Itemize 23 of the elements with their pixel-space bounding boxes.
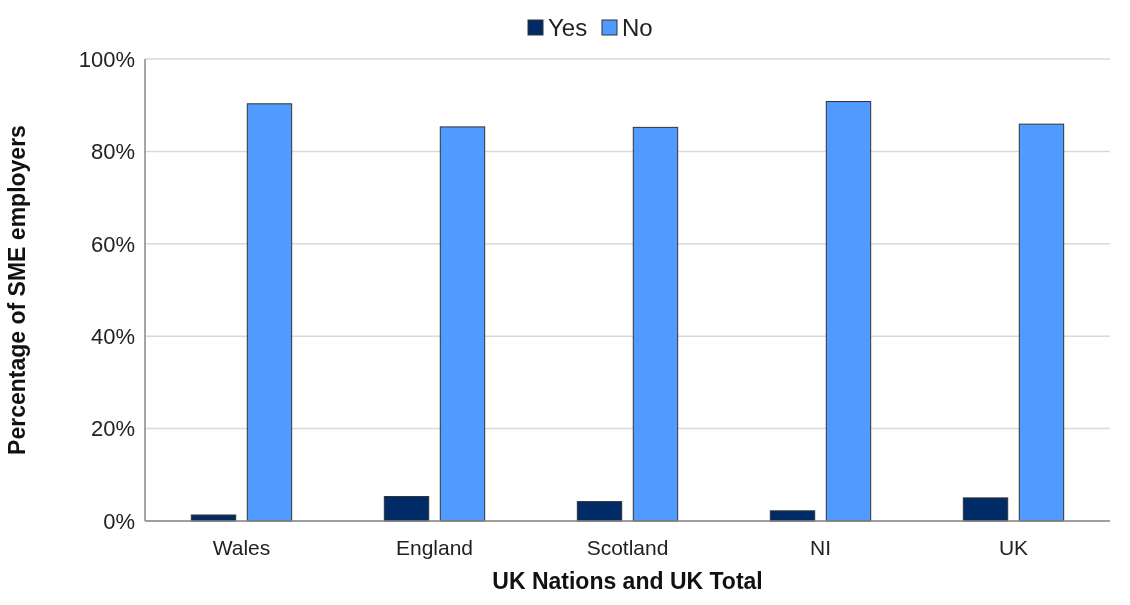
y-tick-label: 0% xyxy=(103,508,135,534)
y-tick-label: 80% xyxy=(90,139,135,165)
y-tick-label: 60% xyxy=(90,231,135,257)
y-tick-label: 20% xyxy=(90,416,135,442)
x-tick-label: UK xyxy=(998,536,1029,559)
x-tick-label: Scotland xyxy=(586,536,669,559)
legend-label: Yes xyxy=(548,14,588,42)
y-tick-label: 100% xyxy=(78,46,135,72)
y-axis-title: Percentage of SME employers xyxy=(4,125,30,455)
bar xyxy=(825,101,872,522)
y-tick-label: 40% xyxy=(90,323,135,349)
x-tick-label: NI xyxy=(810,536,831,559)
bar xyxy=(576,501,623,522)
legend-label: No xyxy=(622,14,653,42)
x-tick-label: England xyxy=(395,536,474,559)
bar xyxy=(632,126,679,522)
bar xyxy=(962,497,1009,522)
bar xyxy=(1018,123,1065,522)
x-axis-title: UK Nations and UK Total xyxy=(492,568,763,594)
bar xyxy=(439,126,486,522)
bar xyxy=(383,496,430,522)
x-tick-label: Wales xyxy=(212,536,271,559)
bar xyxy=(246,103,293,522)
